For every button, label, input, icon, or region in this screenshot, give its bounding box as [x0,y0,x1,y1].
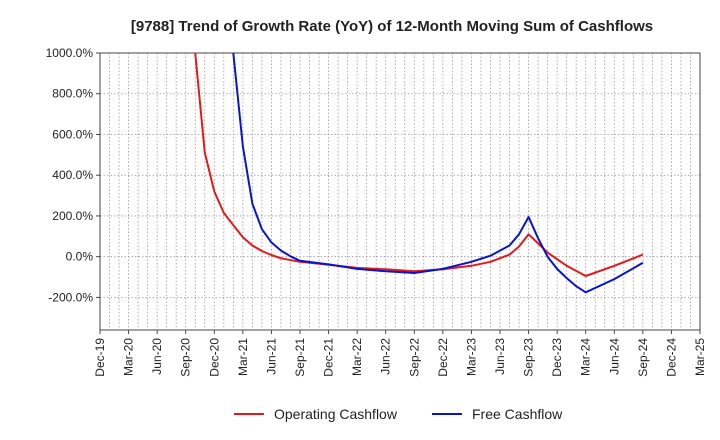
x-tick-label: Sep-23 [522,338,536,377]
x-tick-label: Jun-24 [607,338,621,375]
legend-label: Operating Cashflow [274,406,398,422]
x-tick-label: Dec-19 [93,338,107,377]
x-tick-label: Mar-22 [350,338,364,376]
x-tick-label: Mar-21 [236,338,250,376]
x-tick-label: Jun-22 [379,338,393,375]
x-tick-label: Mar-25 [693,338,707,376]
x-tick-label: Mar-23 [464,338,478,376]
x-tick-label: Jun-20 [150,338,164,375]
x-tick-label: Dec-22 [436,338,450,377]
y-tick-label: 600.0% [52,127,93,141]
series-layer [194,53,644,294]
x-tick-label: Dec-24 [664,338,678,377]
y-tick-label: 200.0% [52,209,93,223]
series-line-free-cashflow [232,53,644,294]
y-tick-label: 0.0% [66,250,94,264]
x-tick-label: Mar-20 [122,338,136,376]
x-tick-label: Sep-24 [636,338,650,377]
x-tick-label: Sep-22 [407,338,421,377]
y-tick-label: 400.0% [52,168,93,182]
y-tick-label: 800.0% [52,87,93,101]
x-tick-label: Sep-21 [293,338,307,377]
chart-title: [9788] Trend of Growth Rate (YoY) of 12-… [131,18,653,35]
x-tick-label: Mar-24 [579,338,593,376]
x-tick-label: Jun-23 [493,338,507,375]
legend: Operating Cashflow Free Cashflow [234,406,563,422]
x-tick-label: Sep-20 [179,338,193,377]
y-tick-label: -200.0% [48,290,93,304]
x-tick-label: Jun-21 [264,338,278,375]
x-tick-label: Dec-23 [550,338,564,377]
series-line-operating-cashflow [194,53,644,277]
x-tick-label: Dec-20 [207,338,221,377]
plot-frame [99,52,701,331]
axes: 1000.0% 800.0% 600.0% 400.0% 200.0% 0.0% -200.… [46,46,707,377]
grid [99,52,701,330]
legend-label: Free Cashflow [472,406,563,422]
y-tick-label: 1000.0% [46,46,94,60]
x-tick-label: Dec-21 [322,338,336,377]
